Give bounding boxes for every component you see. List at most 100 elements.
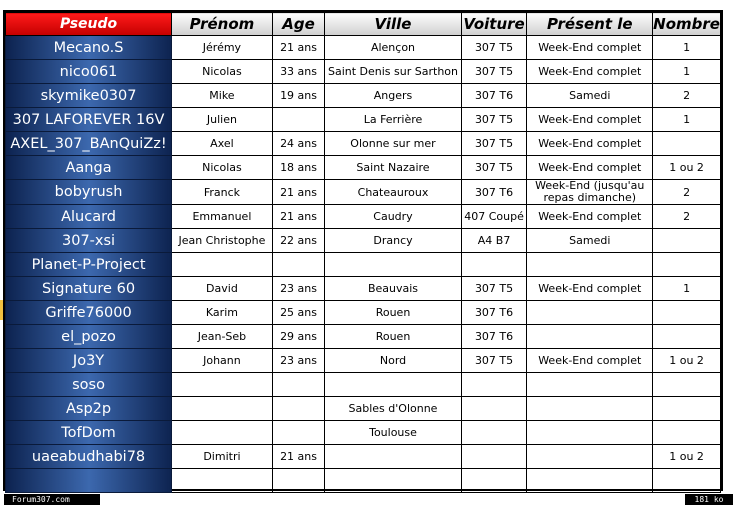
cell-voiture[interactable]: 407 Coupé: [460, 204, 528, 229]
cell-prenom[interactable]: Franck: [171, 179, 273, 205]
cell-pseudo[interactable]: Alucard: [4, 204, 173, 229]
cell-ville[interactable]: [324, 444, 462, 469]
cell-voiture[interactable]: 307 T6: [460, 83, 528, 108]
cell-pseudo[interactable]: nico061: [4, 59, 173, 84]
cell-present[interactable]: Samedi: [526, 83, 654, 108]
cell-prenom[interactable]: Axel: [171, 131, 273, 156]
cell-voiture[interactable]: A4 B7: [460, 228, 528, 253]
cell-voiture[interactable]: 307 T5: [460, 276, 528, 301]
cell-voiture[interactable]: 307 T5: [460, 131, 528, 156]
cell-prenom[interactable]: Dimitri: [171, 444, 273, 469]
cell-prenom[interactable]: Mike: [171, 83, 273, 108]
cell-pseudo[interactable]: 307 LAFOREVER 16V: [4, 107, 173, 132]
cell-nombre[interactable]: [652, 324, 721, 349]
cell-age[interactable]: 24 ans: [271, 131, 326, 156]
cell-prenom[interactable]: Karim: [171, 300, 273, 325]
cell-voiture[interactable]: [460, 372, 528, 397]
cell-present[interactable]: [526, 444, 654, 469]
cell-prenom[interactable]: Nicolas: [171, 155, 273, 180]
cell-ville[interactable]: [324, 468, 462, 493]
cell-pseudo[interactable]: [4, 468, 173, 493]
cell-pseudo[interactable]: Signature 60: [4, 276, 173, 301]
cell-voiture[interactable]: 307 T5: [460, 155, 528, 180]
cell-voiture[interactable]: [460, 444, 528, 469]
cell-nombre[interactable]: 1 ou 2: [652, 348, 721, 373]
cell-nombre[interactable]: 1: [652, 59, 721, 84]
cell-ville[interactable]: Beauvais: [324, 276, 462, 301]
cell-present[interactable]: Week-End complet: [526, 155, 654, 180]
cell-voiture[interactable]: 307 T6: [460, 300, 528, 325]
cell-ville[interactable]: Rouen: [324, 300, 462, 325]
cell-ville[interactable]: [324, 252, 462, 277]
cell-present[interactable]: Week-End complet: [526, 204, 654, 229]
cell-present[interactable]: Week-End complet: [526, 35, 654, 60]
cell-voiture[interactable]: 307 T5: [460, 59, 528, 84]
cell-voiture[interactable]: 307 T5: [460, 348, 528, 373]
cell-ville[interactable]: Olonne sur mer: [324, 131, 462, 156]
cell-nombre[interactable]: 1: [652, 276, 721, 301]
cell-ville[interactable]: Chateauroux: [324, 179, 462, 205]
cell-pseudo[interactable]: Jo3Y: [4, 348, 173, 373]
cell-age[interactable]: [271, 468, 326, 493]
cell-pseudo[interactable]: Griffe76000: [4, 300, 173, 325]
cell-age[interactable]: 21 ans: [271, 179, 326, 205]
cell-prenom[interactable]: Julien: [171, 107, 273, 132]
cell-pseudo[interactable]: soso: [4, 372, 173, 397]
cell-prenom[interactable]: Emmanuel: [171, 204, 273, 229]
cell-age[interactable]: 21 ans: [271, 204, 326, 229]
cell-prenom[interactable]: Nicolas: [171, 59, 273, 84]
cell-nombre[interactable]: 1 ou 2: [652, 155, 721, 180]
cell-nombre[interactable]: [652, 300, 721, 325]
cell-voiture[interactable]: 307 T5: [460, 35, 528, 60]
cell-ville[interactable]: La Ferrière: [324, 107, 462, 132]
cell-present[interactable]: [526, 252, 654, 277]
cell-nombre[interactable]: [652, 372, 721, 397]
cell-ville[interactable]: Sables d'Olonne: [324, 396, 462, 421]
cell-pseudo[interactable]: skymike0307: [4, 83, 173, 108]
cell-voiture[interactable]: 307 T6: [460, 179, 528, 205]
cell-present[interactable]: [526, 372, 654, 397]
cell-nombre[interactable]: 1: [652, 107, 721, 132]
cell-age[interactable]: 29 ans: [271, 324, 326, 349]
cell-pseudo[interactable]: Planet-P-Project: [4, 252, 173, 277]
cell-nombre[interactable]: [652, 252, 721, 277]
cell-present[interactable]: Week-End complet: [526, 276, 654, 301]
cell-ville[interactable]: Nord: [324, 348, 462, 373]
cell-nombre[interactable]: 1 ou 2: [652, 444, 721, 469]
cell-age[interactable]: 23 ans: [271, 276, 326, 301]
cell-age[interactable]: 21 ans: [271, 35, 326, 60]
cell-voiture[interactable]: [460, 396, 528, 421]
cell-nombre[interactable]: [652, 396, 721, 421]
cell-present[interactable]: [526, 420, 654, 445]
cell-pseudo[interactable]: el_pozo: [4, 324, 173, 349]
cell-voiture[interactable]: 307 T5: [460, 107, 528, 132]
cell-nombre[interactable]: 1: [652, 35, 721, 60]
cell-age[interactable]: [271, 252, 326, 277]
cell-age[interactable]: [271, 372, 326, 397]
cell-pseudo[interactable]: AXEL_307_BAnQuiZz!: [4, 131, 173, 156]
cell-pseudo[interactable]: Asp2p: [4, 396, 173, 421]
cell-ville[interactable]: Rouen: [324, 324, 462, 349]
cell-pseudo[interactable]: 307-xsi: [4, 228, 173, 253]
cell-prenom[interactable]: Jean-Seb: [171, 324, 273, 349]
cell-prenom[interactable]: Jean Christophe: [171, 228, 273, 253]
cell-present[interactable]: [526, 324, 654, 349]
cell-ville[interactable]: Saint Denis sur Sarthon: [324, 59, 462, 84]
cell-voiture[interactable]: [460, 468, 528, 493]
cell-pseudo[interactable]: bobyrush: [4, 179, 173, 205]
cell-voiture[interactable]: [460, 252, 528, 277]
cell-prenom[interactable]: Jérémy: [171, 35, 273, 60]
cell-prenom[interactable]: [171, 420, 273, 445]
cell-age[interactable]: 22 ans: [271, 228, 326, 253]
cell-pseudo[interactable]: Aanga: [4, 155, 173, 180]
cell-ville[interactable]: Drancy: [324, 228, 462, 253]
cell-nombre[interactable]: 2: [652, 83, 721, 108]
cell-prenom[interactable]: David: [171, 276, 273, 301]
cell-age[interactable]: [271, 420, 326, 445]
cell-nombre[interactable]: [652, 228, 721, 253]
cell-pseudo[interactable]: Mecano.S: [4, 35, 173, 60]
cell-prenom[interactable]: [171, 372, 273, 397]
cell-present[interactable]: Week-End complet: [526, 131, 654, 156]
cell-nombre[interactable]: [652, 468, 721, 493]
cell-ville[interactable]: Alençon: [324, 35, 462, 60]
